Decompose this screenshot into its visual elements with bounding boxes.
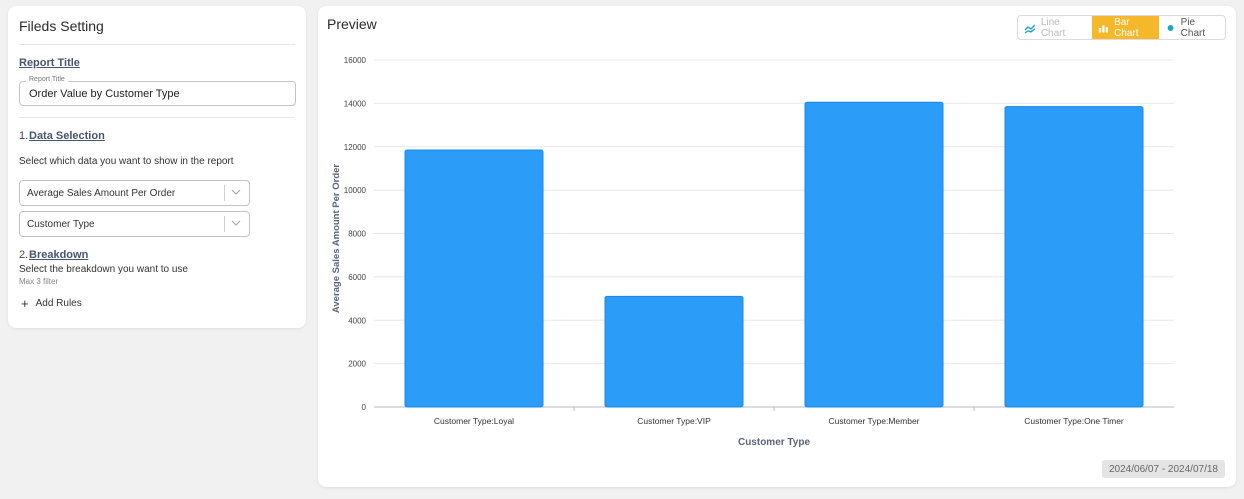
pie-chart-label: Pie Chart [1180,16,1206,39]
x-tick-label: Customer Type:Loyal [434,416,514,426]
pie-chart-icon [1167,24,1174,31]
bar-chart-icon [1099,24,1109,33]
y-tick-label: 14000 [344,99,367,108]
report-title-input[interactable] [29,88,279,100]
bar [1004,106,1144,408]
section-number: 2. [19,249,29,261]
y-tick-label: 10000 [344,186,367,195]
chart-type-toggle: Line Chart Bar Chart Pie Chart [1017,15,1226,40]
divider [19,117,295,118]
fields-setting-panel: Fileds Setting Report Title Report Title… [8,6,306,328]
dimension-select[interactable]: Customer Type [19,211,250,237]
y-tick-label: 6000 [348,273,366,282]
select-separator [224,216,225,232]
metric-select-value: Average Sales Amount Per Order [27,188,176,199]
bar [404,149,544,408]
preview-title: Preview [327,16,377,32]
report-title-legend: Report Title [26,76,68,83]
plus-icon: + [21,295,29,311]
breakdown-link[interactable]: Breakdown [29,249,89,261]
x-tick-label: Customer Type:One Timer [1024,416,1124,426]
chevron-down-icon[interactable] [230,186,242,198]
preview-panel: Preview Line Chart Bar Chart Pie Chart 0… [318,6,1236,487]
bar [604,295,744,408]
line-chart-button[interactable]: Line Chart [1018,16,1092,39]
dimension-select-value: Customer Type [27,219,95,230]
bar-chart-label: Bar Chart [1114,16,1139,39]
x-tick-label: Customer Type:Member [828,416,919,426]
y-tick-label: 4000 [348,316,366,325]
divider [19,44,295,45]
y-tick-label: 12000 [344,143,367,152]
add-rules-button[interactable]: + Add Rules [21,295,82,311]
y-axis-title: Average Sales Amount Per Order [331,164,342,314]
section-number: 1. [19,130,29,142]
bar [804,101,944,408]
select-separator [224,185,225,201]
metric-select[interactable]: Average Sales Amount Per Order [19,180,250,206]
y-tick-label: 2000 [348,360,366,369]
add-rules-label: Add Rules [35,298,82,309]
chevron-down-icon[interactable] [230,217,242,229]
data-selection-description: Select which data you want to show in th… [19,156,234,167]
pie-chart-button[interactable]: Pie Chart [1159,16,1225,39]
x-axis-title: Customer Type [738,437,810,448]
report-title-link[interactable]: Report Title [19,57,80,69]
y-tick-label: 16000 [344,56,367,65]
date-range-badge: 2024/06/07 - 2024/07/18 [1102,460,1225,478]
y-tick-label: 8000 [348,230,366,239]
x-tick-label: Customer Type:VIP [637,416,711,426]
line-chart-icon [1024,24,1036,33]
y-tick-label: 0 [362,403,367,412]
data-selection-link[interactable]: Data Selection [29,130,105,142]
panel-title: Fileds Setting [19,18,104,34]
bar-chart: 0 2000 4000 6000 8000 10000 12000 14000 16000 Cus… [331,56,1174,448]
breakdown-hint: Max 3 filter [19,277,59,286]
bar-chart-button[interactable]: Bar Chart [1092,16,1159,39]
line-chart-label: Line Chart [1040,16,1066,39]
report-title-field[interactable]: Report Title [19,76,296,106]
breakdown-description: Select the breakdown you want to use [19,264,188,275]
